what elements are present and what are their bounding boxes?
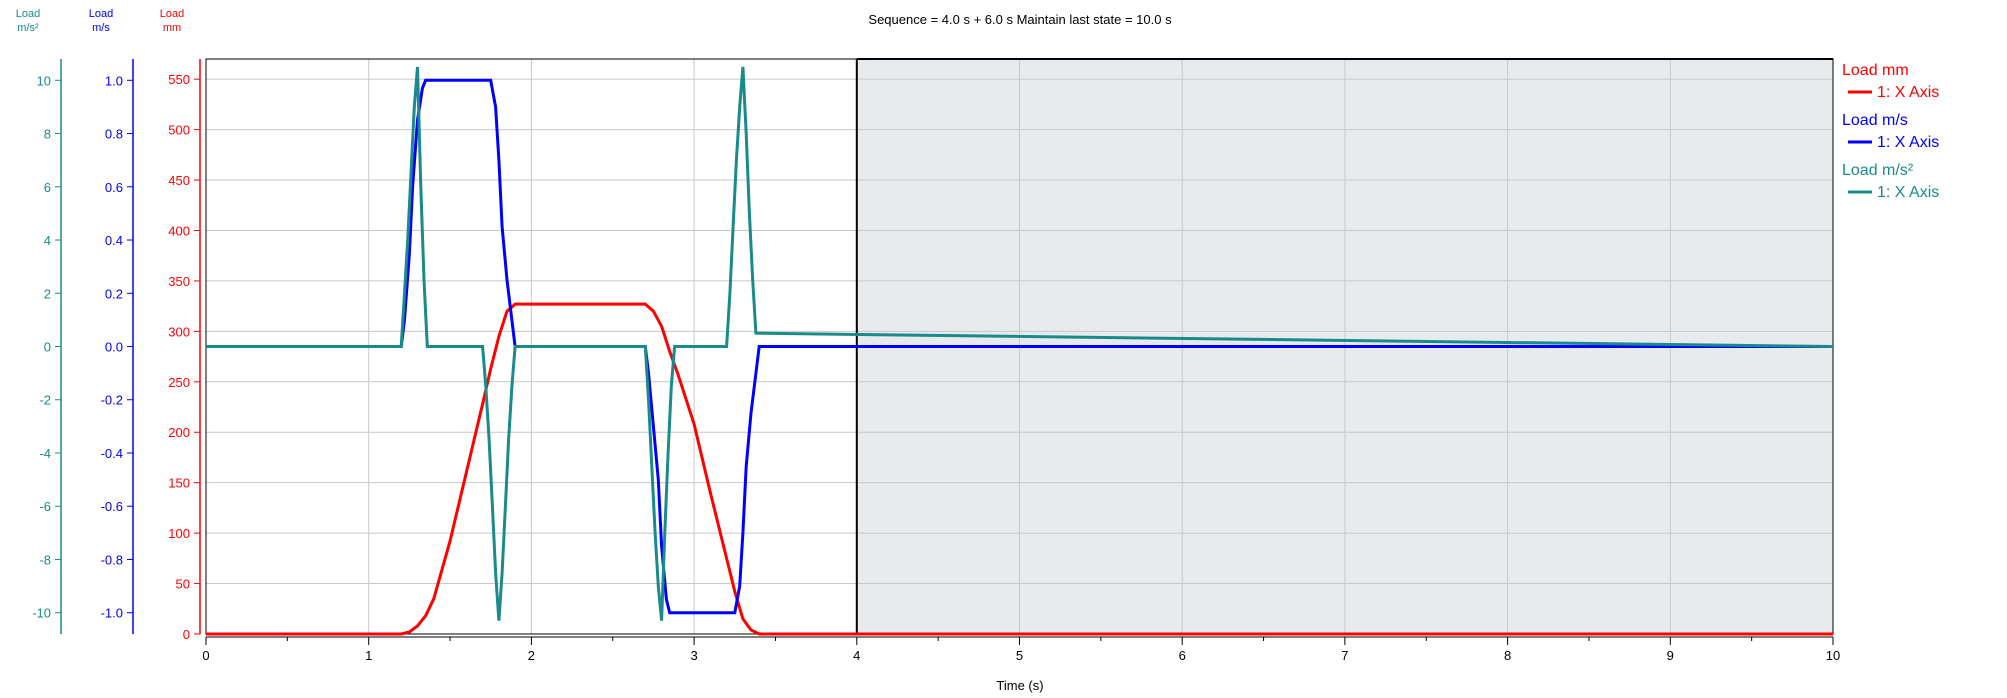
y-axis-mm-tick-label: 0 (183, 627, 190, 642)
series-line-ms2 (206, 66, 1834, 621)
y-axis-ms-tick-label: -0.8 (101, 552, 123, 567)
axis-header-mm-line1: Load (160, 8, 184, 20)
y-axis-mm-tick-label: 500 (168, 123, 190, 138)
legend-group-label: Load m/s (1842, 112, 1908, 129)
y-axis-ms-tick-label: 0.2 (105, 286, 123, 301)
axis-header-mm-line2: mm (163, 22, 181, 34)
axis-header-ms-line1: Load (89, 8, 113, 20)
y-axis-ms-tick-label: 0.4 (105, 233, 123, 248)
y-axis-ms2-tick-label: -6 (39, 499, 51, 514)
y-axis-ms2-tick-label: 0 (44, 340, 51, 355)
series-line-mm (206, 302, 1833, 636)
axis-header-ms-line2: m/s (92, 22, 110, 34)
legend-entry-label: 1: X Axis (1877, 134, 1939, 151)
series-group (206, 66, 1834, 636)
y-axis-mm-tick-label: 400 (168, 223, 190, 238)
y-axis-ms: -1.0 -0.8 -0.6 -0.4 -0.2 0.0 0.2 0.4 0.6 0.8 1.0 (101, 59, 134, 634)
y-axis-mm-tick-label: 550 (168, 72, 190, 87)
y-axis-ms2-tick-label: 6 (44, 180, 51, 195)
x-tick-label: 6 (1179, 648, 1186, 663)
y-axis-ms-tick-label: 0.8 (105, 127, 123, 142)
y-axis-ms2-tick-label: 10 (37, 73, 51, 88)
x-axis: 0 1 2 3 4 5 6 7 8 9 10 (202, 636, 1840, 663)
axis-header-ms: Load m/s (89, 8, 113, 34)
x-axis-label: Time (s) (996, 678, 1043, 693)
x-tick-label: 9 (1667, 648, 1674, 663)
axis-header-mm: Load mm (160, 8, 184, 34)
y-axis-ms2-tick-label: 2 (44, 286, 51, 301)
legend-group-label: Load mm (1842, 62, 1909, 79)
y-axis-mm-tick-label: 200 (168, 425, 190, 440)
y-axis-mm-tick-label: 100 (168, 526, 190, 541)
y-axis-mm-tick-label: 350 (168, 274, 190, 289)
y-axis-mm-tick-label: 150 (168, 476, 190, 491)
y-axis-mm-tick-label: 50 (176, 577, 190, 592)
y-axis-ms2-tick-label: 8 (44, 127, 51, 142)
legend-entry-label: 1: X Axis (1877, 184, 1939, 201)
y-axis-mm-tick-label: 250 (168, 375, 190, 390)
x-tick-label: 3 (690, 648, 697, 663)
x-tick-label: 10 (1826, 648, 1840, 663)
x-tick-label: 7 (1341, 648, 1348, 663)
legend-group-label: Load m/s² (1842, 162, 1914, 179)
y-axis-ms2: -10 -8 -6 -4 -2 0 2 4 6 8 10 (32, 59, 62, 634)
y-axis-ms-tick-label: 0.0 (105, 340, 123, 355)
y-axis-mm-tick-label: 450 (168, 173, 190, 188)
legend: Load mm 1: X Axis Load m/s 1: X Axis Load m/… (1842, 62, 1939, 201)
x-tick-label: 5 (1016, 648, 1023, 663)
y-axis-ms-tick-label: 0.6 (105, 180, 123, 195)
axis-header-ms2-line2: m/s² (17, 22, 39, 34)
y-axis-mm-tick-label: 300 (168, 324, 190, 339)
y-axes: 050100150200250300350400450500550-1.0-0.… (32, 59, 201, 642)
y-axis-ms2-tick-label: -2 (39, 393, 51, 408)
x-tick-label: 8 (1504, 648, 1511, 663)
y-axis-ms2-tick-label: -8 (39, 552, 51, 567)
y-axis-ms-tick-label: -0.4 (101, 446, 123, 461)
y-axis-ms-tick-label: 1.0 (105, 73, 123, 88)
y-axis-ms2-tick-label: -10 (32, 606, 51, 621)
axis-header-ms2: Load m/s² (16, 8, 40, 34)
x-tick-label: 4 (853, 648, 860, 663)
y-axis-ms2-tick-label: 4 (44, 233, 51, 248)
y-axis-ms-tick-label: -1.0 (101, 606, 123, 621)
y-axis-ms2-tick-label: -4 (39, 446, 51, 461)
y-axis-ms-tick-label: -0.6 (101, 499, 123, 514)
y-axis-ms-tick-label: -0.2 (101, 393, 123, 408)
chart-title: Sequence = 4.0 s + 6.0 s Maintain last s… (868, 12, 1172, 27)
y-axis-mm: 0 50 100 150 200 250 300 350 400 450 500 550 (168, 59, 201, 642)
x-tick-label: 1 (365, 648, 372, 663)
x-tick-label: 0 (202, 648, 209, 663)
axis-header-ms2-line1: Load (16, 8, 40, 20)
x-tick-label: 2 (528, 648, 535, 663)
legend-entry-label: 1: X Axis (1877, 84, 1939, 101)
